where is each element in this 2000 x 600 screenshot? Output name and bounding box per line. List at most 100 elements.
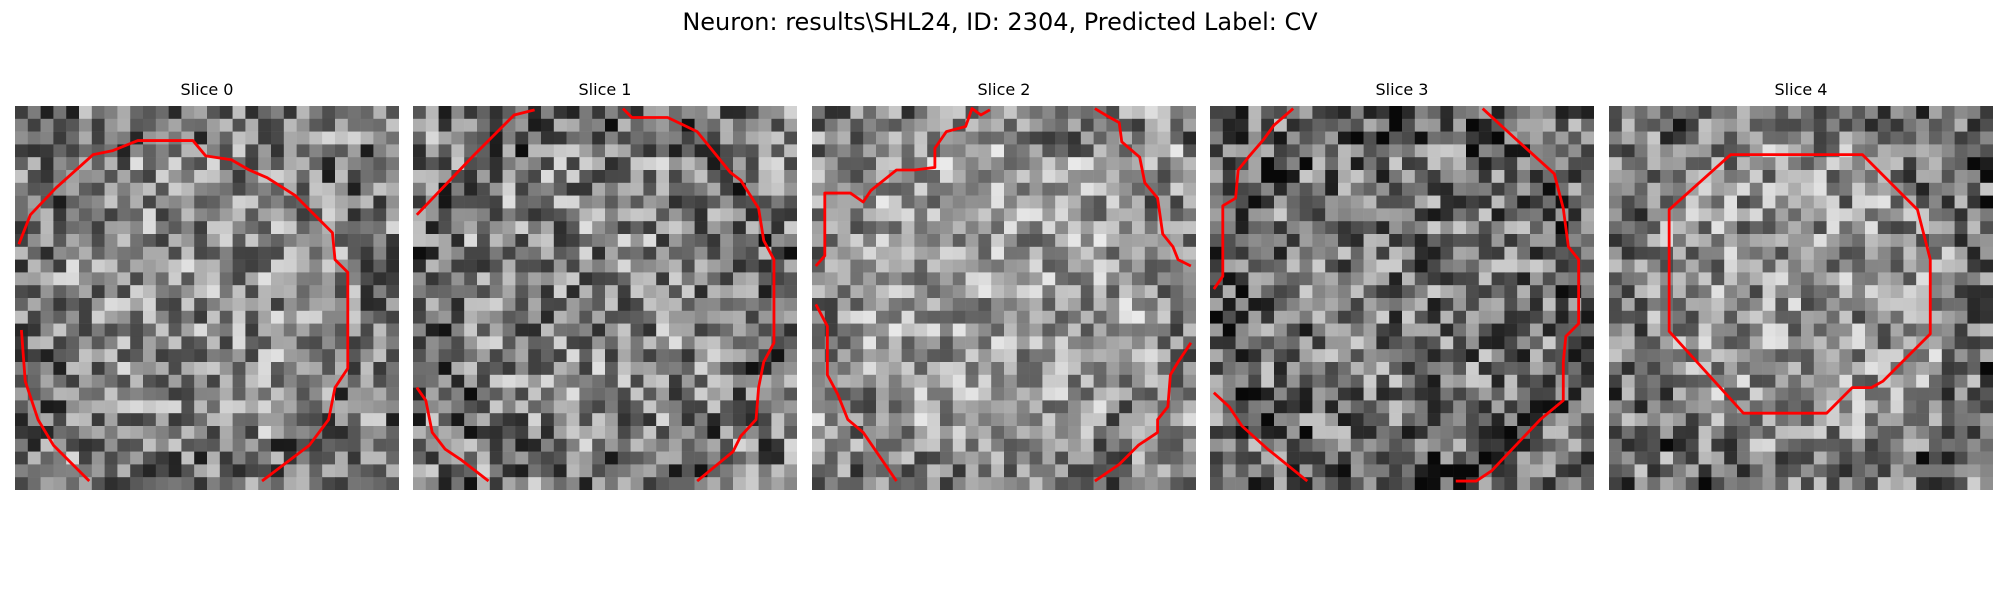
pixel [1402, 310, 1416, 324]
pixel [1941, 400, 1955, 414]
pixel [812, 131, 826, 145]
pixel [952, 362, 966, 376]
pixel [1312, 438, 1326, 452]
pixel [1427, 144, 1441, 158]
pixel [669, 413, 683, 427]
pixel [1414, 451, 1428, 465]
pixel [347, 246, 361, 260]
pixel [745, 272, 759, 286]
pixel [758, 170, 772, 184]
pixel [952, 144, 966, 158]
pixel [812, 323, 826, 337]
pixel [1119, 182, 1133, 196]
pixel [863, 413, 877, 427]
pixel [477, 170, 491, 184]
pixel [1788, 170, 1802, 184]
pixel [1903, 118, 1917, 132]
pixel [1363, 413, 1377, 427]
pixel [1402, 208, 1416, 222]
pixel [1517, 118, 1531, 132]
pixel [579, 310, 593, 324]
pixel [1144, 157, 1158, 171]
pixel [360, 438, 374, 452]
pixel [1929, 246, 1943, 260]
pixel [194, 323, 208, 337]
pixel [1542, 477, 1556, 490]
pixel [271, 195, 285, 209]
pixel [1080, 413, 1094, 427]
pixel [1852, 208, 1866, 222]
pixel [1055, 477, 1069, 490]
pixel [143, 118, 157, 132]
pixel [477, 298, 491, 312]
pixel [1376, 464, 1390, 478]
pixel [1132, 387, 1146, 401]
pixel [322, 298, 336, 312]
pixel [1363, 106, 1377, 120]
pixel [1621, 234, 1635, 248]
pixel [373, 336, 387, 350]
pixel [707, 246, 721, 260]
pixel [438, 426, 452, 440]
slice-panel-3: Slice 3 [1210, 80, 1594, 490]
pixel [464, 349, 478, 363]
pixel [1775, 387, 1789, 401]
pixel [1427, 246, 1441, 260]
pixel [1055, 438, 1069, 452]
pixel [1685, 118, 1699, 132]
pixel [541, 118, 555, 132]
pixel [991, 323, 1005, 337]
pixel [1724, 362, 1738, 376]
pixel [1042, 336, 1056, 350]
pixel [656, 118, 670, 132]
pixel [1877, 413, 1891, 427]
pixel [1980, 259, 1993, 273]
pixel [309, 362, 323, 376]
pixel [733, 272, 747, 286]
pixel [425, 387, 439, 401]
pixel [143, 323, 157, 337]
pixel [232, 259, 246, 273]
pixel [733, 387, 747, 401]
pixel [707, 400, 721, 414]
pixel [733, 477, 747, 490]
pixel [1325, 208, 1339, 222]
pixel [360, 426, 374, 440]
pixel [927, 362, 941, 376]
pixel [1299, 182, 1313, 196]
pixel [528, 362, 542, 376]
pixel [656, 106, 670, 120]
pixel [784, 349, 797, 363]
pixel [1890, 144, 1904, 158]
pixel [991, 477, 1005, 490]
pixel [940, 464, 954, 478]
pixel [1106, 234, 1120, 248]
pixel [1157, 336, 1171, 350]
pixel [347, 349, 361, 363]
pixel [1093, 374, 1107, 388]
pixel [784, 362, 797, 376]
pixel [27, 208, 41, 222]
pixel [1453, 157, 1467, 171]
pixel [566, 157, 580, 171]
pixel [1581, 323, 1594, 337]
pixel [245, 144, 259, 158]
pixel [1183, 387, 1196, 401]
pixel [271, 438, 285, 452]
pixel [1621, 400, 1635, 414]
pixel [1929, 362, 1943, 376]
pixel [66, 195, 80, 209]
pixel [1248, 246, 1262, 260]
pixel [605, 336, 619, 350]
pixel [1440, 195, 1454, 209]
pixel [1865, 259, 1879, 273]
pixel [553, 438, 567, 452]
pixel [1376, 221, 1390, 235]
pixel [1119, 234, 1133, 248]
pixel [1581, 118, 1594, 132]
pixel [386, 451, 399, 465]
pixel [1210, 413, 1224, 427]
pixel [1903, 336, 1917, 350]
pixel [1299, 170, 1313, 184]
pixel [694, 182, 708, 196]
